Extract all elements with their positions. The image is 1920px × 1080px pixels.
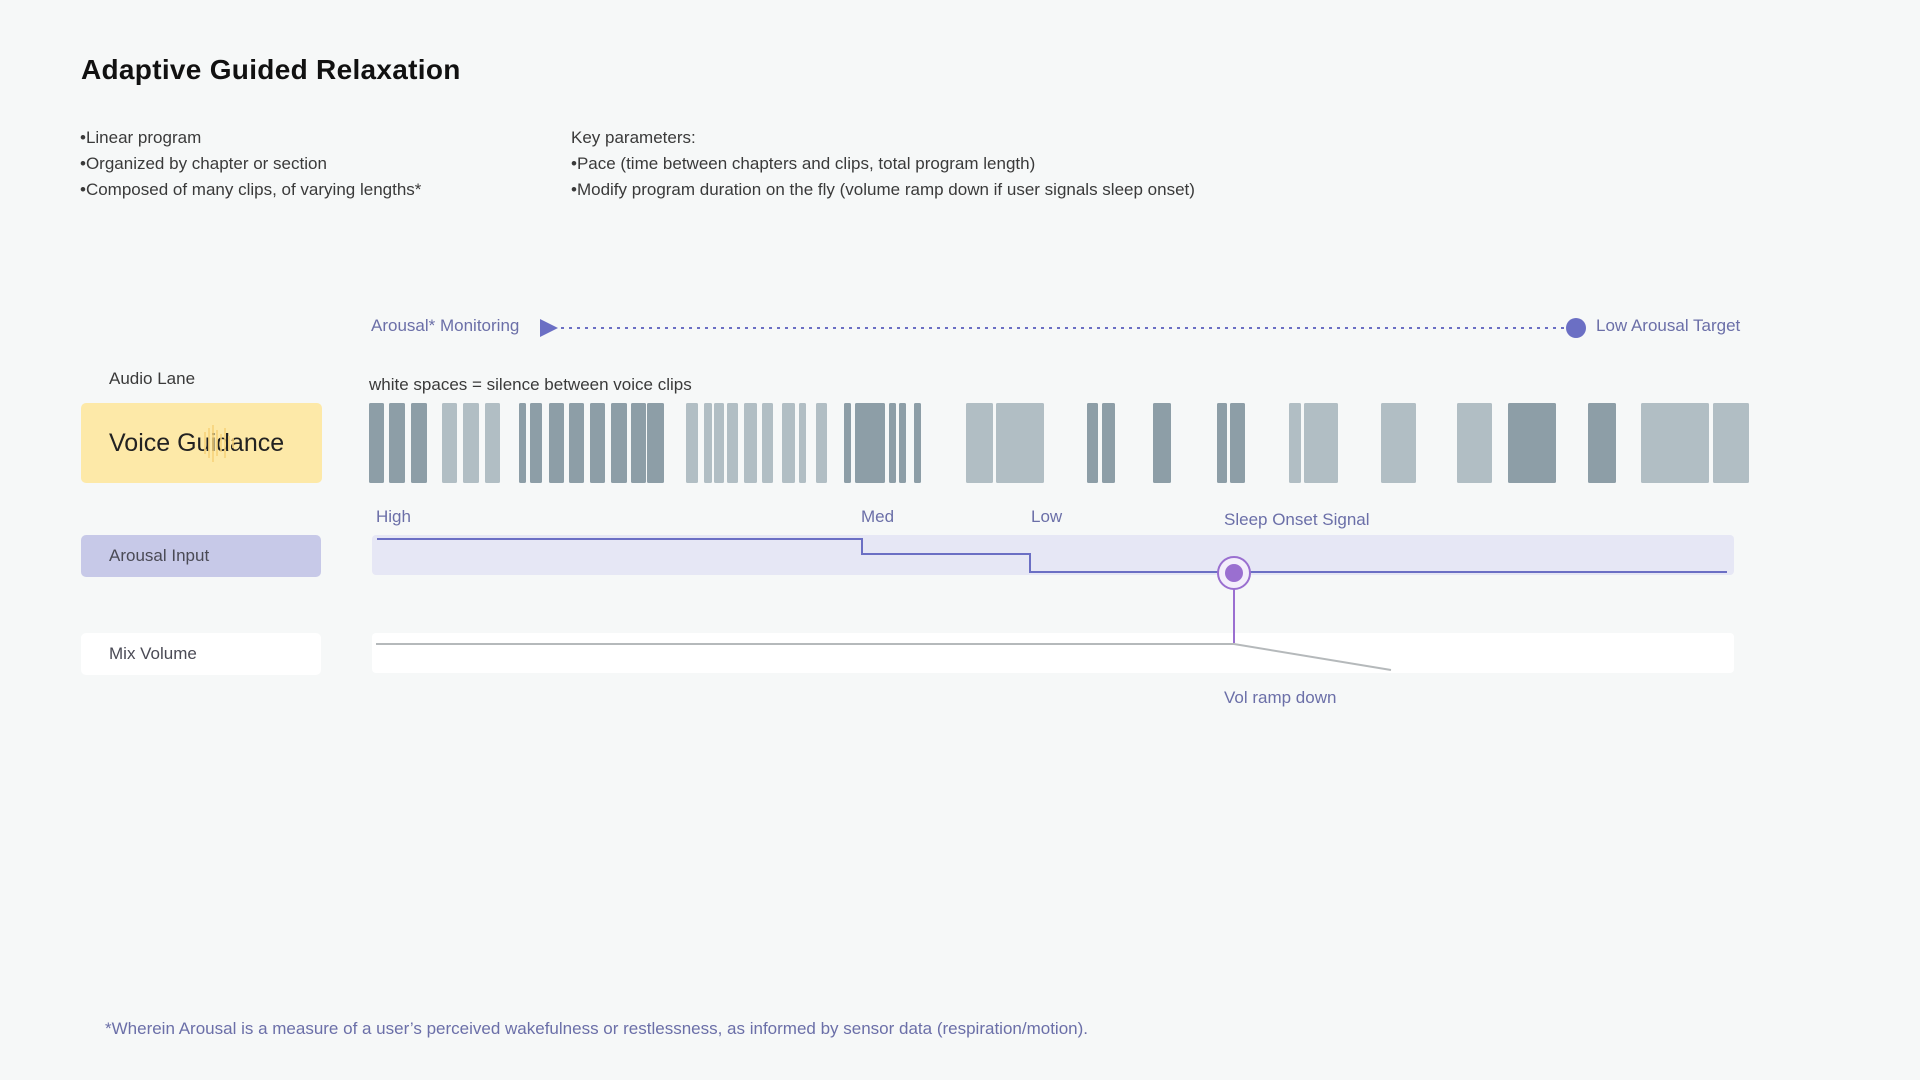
voice-clip [569, 403, 584, 483]
voice-clip [816, 403, 827, 483]
target-dot-icon [1566, 318, 1586, 338]
voice-clip [1508, 403, 1556, 483]
voice-clip [1713, 403, 1749, 483]
bullet-item: Organized by chapter or section [80, 151, 421, 177]
arousal-input-track [372, 535, 1734, 575]
voice-clip [844, 403, 851, 483]
key-parameters-heading: Key parameters: [571, 128, 696, 147]
voice-clip [996, 403, 1044, 483]
voice-clip [686, 403, 698, 483]
mix-volume-line [376, 643, 1392, 671]
voice-clip [782, 403, 795, 483]
arousal-monitoring-label: Arousal* Monitoring [371, 316, 520, 335]
voice-guidance-label: Voice Guidance [109, 428, 285, 457]
voice-clips [369, 403, 1749, 483]
bullet-item: Modify program duration on the fly (volu… [571, 177, 1195, 203]
key-parameters: Key parameters: Pace (time between chapt… [571, 125, 1195, 203]
voice-clip [1381, 403, 1416, 483]
voice-clip [389, 403, 405, 483]
footnote: *Wherein Arousal is a measure of a user’… [105, 1019, 1088, 1038]
voice-clip [647, 403, 664, 483]
voice-clip [799, 403, 806, 483]
mix-volume-label: Mix Volume [81, 633, 321, 675]
voice-clip [1588, 403, 1616, 483]
voice-clip [727, 403, 738, 483]
voice-clip [1457, 403, 1492, 483]
voice-clip [762, 403, 773, 483]
arousal-step-line [377, 538, 1727, 573]
sleep-onset-label: Sleep Onset Signal [1224, 510, 1370, 529]
voice-guidance-track-label: Voice Guidance [81, 403, 322, 483]
voice-clip [914, 403, 921, 483]
audio-lane-label: Audio Lane [109, 369, 196, 388]
voice-clip [704, 403, 712, 483]
voice-clip [966, 403, 993, 483]
arousal-input-label: Arousal Input [81, 535, 321, 577]
voice-clip [1102, 403, 1115, 483]
voice-clip [485, 403, 500, 483]
voice-clip [744, 403, 757, 483]
voice-clip [889, 403, 896, 483]
voice-clip [1217, 403, 1227, 483]
level-med-label: Med [861, 507, 895, 526]
voice-clip [1289, 403, 1301, 483]
voice-clip [411, 403, 427, 483]
voice-clip [855, 403, 885, 483]
voice-clip [714, 403, 724, 483]
voice-clip [463, 403, 479, 483]
bullet-item: Composed of many clips, of varying lengt… [80, 177, 421, 203]
waveform-icon [204, 425, 234, 462]
voice-clip [1230, 403, 1245, 483]
voice-clip [631, 403, 646, 483]
level-high-label: High [376, 507, 411, 526]
bullet-item: Pace (time between chapters and clips, t… [571, 151, 1195, 177]
voice-clip [1153, 403, 1171, 483]
play-icon [540, 319, 558, 337]
voice-clip [530, 403, 542, 483]
sleep-onset-marker-icon [1225, 564, 1243, 582]
voice-clip [519, 403, 526, 483]
page-title: Adaptive Guided Relaxation [81, 54, 461, 85]
voice-clip [1641, 403, 1709, 483]
voice-clip [899, 403, 906, 483]
voice-clip [369, 403, 384, 483]
program-bullets: Linear program Organized by chapter or s… [80, 125, 421, 203]
voice-clip [1087, 403, 1098, 483]
vol-ramp-label: Vol ramp down [1224, 688, 1337, 707]
voice-clip [1304, 403, 1338, 483]
voice-clip [442, 403, 457, 483]
low-arousal-target-label: Low Arousal Target [1596, 316, 1741, 335]
voice-clip [590, 403, 605, 483]
level-low-label: Low [1031, 507, 1063, 526]
voice-clip [611, 403, 627, 483]
bullet-item: Linear program [80, 125, 421, 151]
mix-volume-track [372, 633, 1734, 673]
voice-clip [549, 403, 564, 483]
silence-note: white spaces = silence between voice cli… [369, 375, 692, 394]
